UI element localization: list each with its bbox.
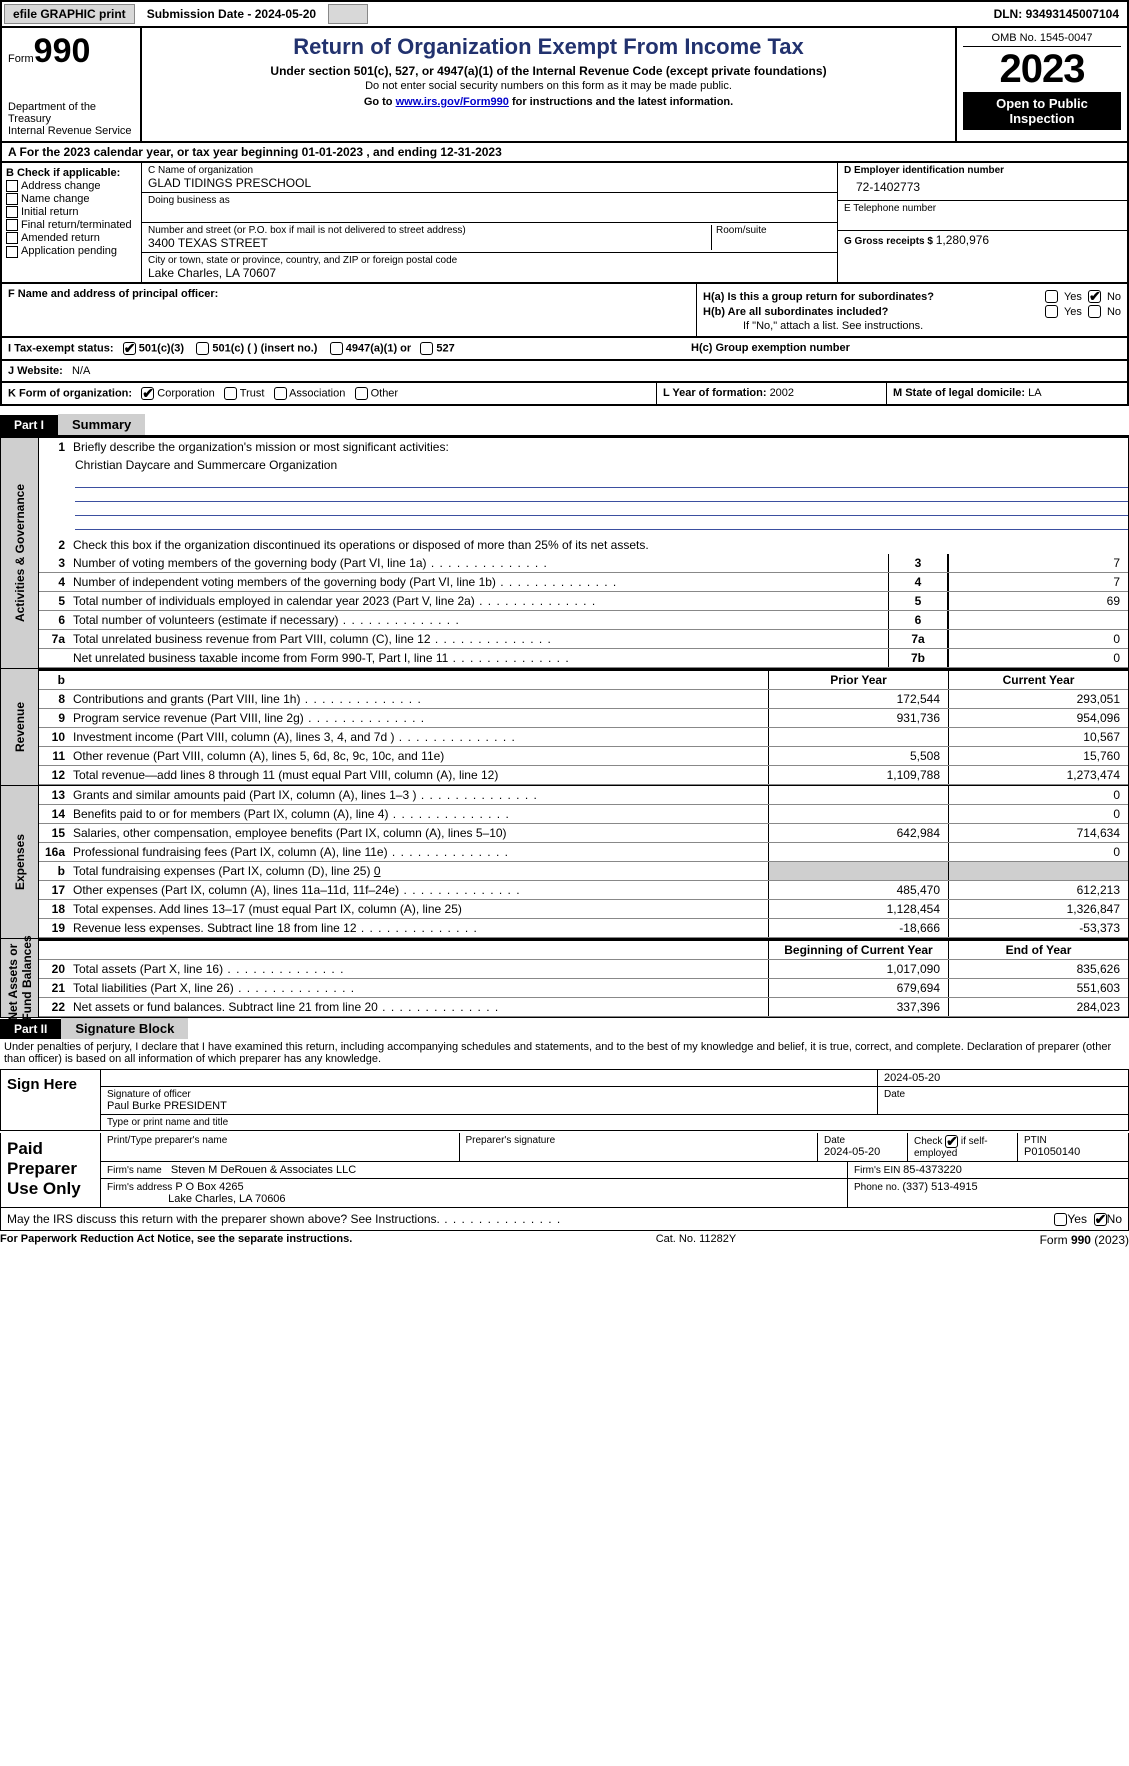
info-block: B Check if applicable: Address change Na… <box>0 163 1129 284</box>
ptin: P01050140 <box>1024 1146 1122 1158</box>
box-m: M State of legal domicile: LA <box>887 383 1127 404</box>
cb-hb-no[interactable] <box>1088 305 1101 318</box>
subtitle-2: Do not enter social security numbers on … <box>148 80 949 92</box>
form990-link[interactable]: www.irs.gov/Form990 <box>396 96 509 108</box>
website: N/A <box>72 365 90 377</box>
declaration: Under penalties of perjury, I declare th… <box>0 1039 1129 1067</box>
blank-button[interactable] <box>328 4 368 24</box>
v5: 69 <box>948 592 1128 610</box>
cb-self-employed[interactable] <box>945 1135 958 1148</box>
form-number: Form990 <box>8 32 134 71</box>
row-klm: K Form of organization: Corporation Trus… <box>0 383 1129 406</box>
omb-number: OMB No. 1545-0047 <box>963 32 1121 47</box>
box-c: C Name of organizationGLAD TIDINGS PRESC… <box>142 163 837 282</box>
section-net-assets: Net Assets or Fund Balances Beginning of… <box>0 939 1129 1018</box>
row-j: J Website: N/A <box>0 361 1129 383</box>
v7b: 0 <box>948 649 1128 667</box>
cb-ha-yes[interactable] <box>1045 290 1058 303</box>
cb-other[interactable] <box>355 387 368 400</box>
cb-corp[interactable] <box>141 387 154 400</box>
cb-hb-yes[interactable] <box>1045 305 1058 318</box>
row-f-h: F Name and address of principal officer:… <box>0 284 1129 338</box>
v7a: 0 <box>948 630 1128 648</box>
paid-preparer-block: Paid Preparer Use Only Print/Type prepar… <box>0 1133 1129 1208</box>
row-a-tax-year: A For the 2023 calendar year, or tax yea… <box>0 143 1129 163</box>
cb-discuss-no[interactable] <box>1094 1213 1107 1226</box>
may-irs-discuss: May the IRS discuss this return with the… <box>0 1208 1129 1231</box>
sign-date: 2024-05-20 <box>878 1070 1128 1086</box>
box-b: B Check if applicable: Address change Na… <box>2 163 142 282</box>
v4: 7 <box>948 573 1128 591</box>
cb-address-change[interactable] <box>6 180 18 192</box>
section-expenses: Expenses 13Grants and similar amounts pa… <box>0 786 1129 939</box>
cb-501c3[interactable] <box>123 342 136 355</box>
submission-date: Submission Date - 2024-05-20 <box>137 5 326 23</box>
gross-receipts: 1,280,976 <box>936 233 989 247</box>
firm-ein: 85-4373220 <box>903 1164 962 1176</box>
sign-here-block: Sign Here 2024-05-20 Signature of office… <box>0 1069 1129 1131</box>
top-bar: efile GRAPHIC print Submission Date - 20… <box>0 0 1129 28</box>
page-footer: For Paperwork Reduction Act Notice, see … <box>0 1231 1129 1247</box>
mission: Christian Daycare and Summercare Organiz… <box>39 456 1128 474</box>
box-h: H(a) Is this a group return for subordin… <box>697 284 1127 336</box>
subtitle-3: Go to www.irs.gov/Form990 for instructio… <box>148 96 949 108</box>
row-i: I Tax-exempt status: 501(c)(3) 501(c) ( … <box>0 338 1129 361</box>
dln: DLN: 93493145007104 <box>986 5 1127 23</box>
box-e: E Telephone number <box>838 201 1127 231</box>
cb-527[interactable] <box>420 342 433 355</box>
street: 3400 TEXAS STREET <box>148 236 711 250</box>
irs: Internal Revenue Service <box>8 125 134 137</box>
box-l: L Year of formation: 2002 <box>657 383 887 404</box>
part-i-header: Part ISummary <box>0 414 1129 435</box>
efile-print-button[interactable]: efile GRAPHIC print <box>4 4 135 24</box>
firm-name: Steven M DeRouen & Associates LLC <box>171 1164 356 1176</box>
firm-phone: (337) 513-4915 <box>902 1181 977 1193</box>
cb-initial-return[interactable] <box>6 206 18 218</box>
cb-assoc[interactable] <box>274 387 287 400</box>
subtitle-1: Under section 501(c), 527, or 4947(a)(1)… <box>148 64 949 78</box>
open-inspection: Open to Public Inspection <box>963 92 1121 130</box>
box-g: G Gross receipts $ 1,280,976 <box>838 231 1127 249</box>
box-f: F Name and address of principal officer: <box>2 284 697 336</box>
cb-final-return[interactable] <box>6 219 18 231</box>
v6 <box>948 611 1128 629</box>
officer-name: Paul Burke PRESIDENT <box>107 1100 871 1112</box>
cb-name-change[interactable] <box>6 193 18 205</box>
cb-trust[interactable] <box>224 387 237 400</box>
cb-amended[interactable] <box>6 232 18 244</box>
box-d: D Employer identification number72-14027… <box>838 163 1127 201</box>
cb-ha-no[interactable] <box>1088 290 1101 303</box>
part-ii-header: Part IISignature Block <box>0 1018 1129 1039</box>
cb-app-pending[interactable] <box>6 246 18 258</box>
section-activities-governance: Activities & Governance 1Briefly describ… <box>0 437 1129 669</box>
cb-501c[interactable] <box>196 342 209 355</box>
section-revenue: Revenue bPrior YearCurrent Year 8Contrib… <box>0 669 1129 786</box>
city-state-zip: Lake Charles, LA 70607 <box>148 266 831 280</box>
box-hc: H(c) Group exemption number <box>691 342 1121 355</box>
tax-year: 2023 <box>963 47 1121 92</box>
org-name: GLAD TIDINGS PRESCHOOL <box>148 176 831 190</box>
dept-treasury: Department of the Treasury <box>8 101 134 125</box>
form-title: Return of Organization Exempt From Incom… <box>148 34 949 60</box>
ein: 72-1402773 <box>844 176 1121 198</box>
cb-4947[interactable] <box>330 342 343 355</box>
cb-discuss-yes[interactable] <box>1054 1213 1067 1226</box>
v3: 7 <box>948 554 1128 572</box>
form-header: Form990 Department of the Treasury Inter… <box>0 28 1129 143</box>
